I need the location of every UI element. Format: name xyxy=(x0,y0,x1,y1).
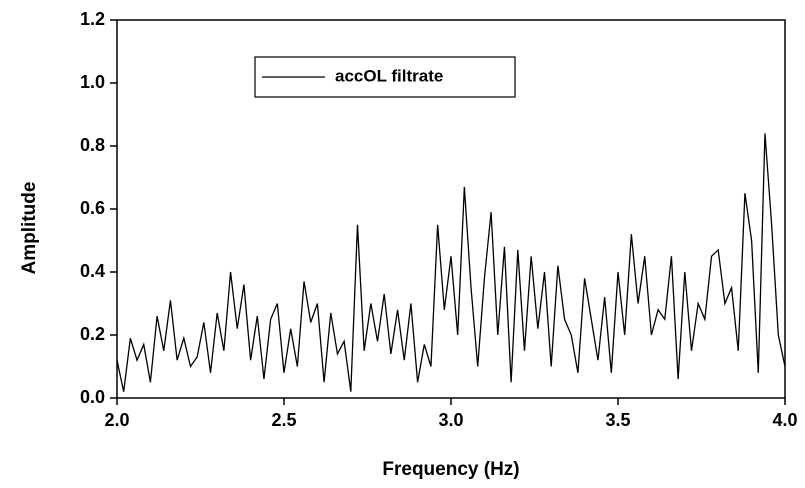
x-tick-label: 2.0 xyxy=(104,410,129,430)
x-tick-label: 4.0 xyxy=(772,410,797,430)
y-tick-label: 1.0 xyxy=(80,72,105,92)
data-line xyxy=(116,133,786,392)
y-tick-label: 1.2 xyxy=(80,9,105,29)
x-tick-label: 2.5 xyxy=(271,410,296,430)
y-tick-label: 0.0 xyxy=(80,387,105,407)
x-tick-label: 3.5 xyxy=(605,410,630,430)
y-axis-label: Amplitude xyxy=(19,182,40,275)
y-tick-label: 0.2 xyxy=(80,324,105,344)
y-tick-label: 0.4 xyxy=(80,261,105,281)
x-axis-label: Frequency (Hz) xyxy=(382,459,519,480)
y-tick-label: 0.6 xyxy=(80,198,105,218)
plot-frame xyxy=(116,19,786,399)
y-tick-label: 0.8 xyxy=(80,135,105,155)
legend-label: accOL filtrate xyxy=(335,66,443,85)
x-tick-label: 3.0 xyxy=(438,410,463,430)
